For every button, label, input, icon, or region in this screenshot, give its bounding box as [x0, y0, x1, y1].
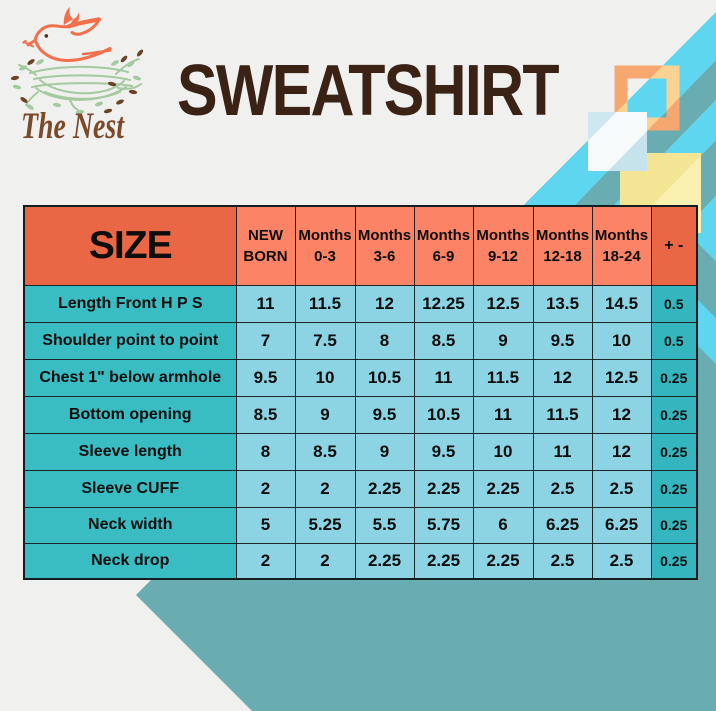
- svg-text:The Nest: The Nest: [21, 106, 125, 147]
